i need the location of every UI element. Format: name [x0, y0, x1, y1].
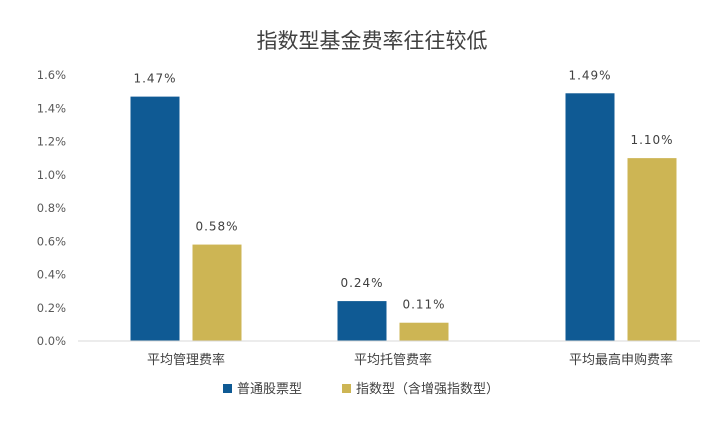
- bar-series-2: [192, 244, 242, 341]
- y-tick-label: 0.0%: [37, 334, 66, 348]
- y-tick-label: 1.6%: [37, 68, 66, 82]
- legend: 普通股票型 指数型（含增强指数型）: [223, 381, 499, 397]
- bar-series-1: [130, 96, 180, 341]
- data-label: 1.49%: [568, 68, 611, 82]
- data-label: 0.58%: [195, 220, 238, 234]
- data-label-group: 1.47% 0.24% 1.49% 0.58% 0.11% 1.10%: [133, 68, 673, 312]
- data-label: 0.11%: [402, 298, 445, 312]
- x-axis: 平均管理费率 平均托管费率 平均最高申购费率: [147, 352, 673, 368]
- legend-label-series-2: 指数型（含增强指数型）: [356, 381, 499, 397]
- y-tick-label: 0.2%: [37, 301, 66, 315]
- bar-series-2: [627, 158, 677, 341]
- y-axis: 0.0% 0.2% 0.4% 0.6% 0.8% 1.0% 1.2% 1.4% 1.6%: [37, 68, 66, 348]
- category-label: 平均最高申购费率: [569, 352, 673, 368]
- y-tick-label: 0.8%: [37, 201, 66, 215]
- legend-label-series-1: 普通股票型: [237, 382, 302, 397]
- category-label: 平均管理费率: [147, 352, 225, 368]
- y-tick-label: 1.0%: [37, 168, 66, 182]
- data-label: 0.24%: [340, 276, 383, 290]
- legend-swatch-series-2: [342, 384, 351, 393]
- y-tick-label: 0.6%: [37, 234, 66, 248]
- data-label: 1.10%: [630, 133, 673, 147]
- y-tick-label: 1.2%: [37, 135, 66, 149]
- chart-title: 指数型基金费率往往较低: [257, 29, 488, 53]
- category-label: 平均托管费率: [354, 352, 432, 368]
- bar-series-1: [565, 93, 615, 341]
- bar-series-group: [130, 93, 677, 341]
- y-tick-label: 1.4%: [37, 101, 66, 115]
- legend-swatch-series-1: [223, 384, 232, 393]
- y-tick-label: 0.4%: [37, 268, 66, 282]
- bar-series-1: [337, 301, 387, 341]
- data-label: 1.47%: [133, 72, 176, 86]
- bar-series-2: [399, 322, 449, 341]
